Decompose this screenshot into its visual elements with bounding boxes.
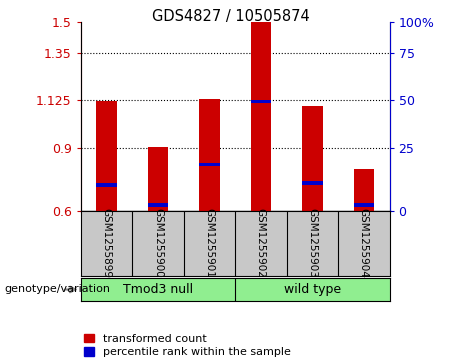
Bar [354,203,374,207]
Text: Tmod3 null: Tmod3 null [123,283,193,296]
Bar [302,106,323,211]
Bar [250,99,271,103]
Legend: transformed count, percentile rank within the sample: transformed count, percentile rank withi… [84,334,291,358]
Bar [96,102,117,211]
Bar [148,147,168,211]
Bar [148,203,168,207]
Text: GSM1255904: GSM1255904 [359,208,369,278]
Bar [354,168,374,211]
Bar [199,163,220,166]
Text: GSM1255900: GSM1255900 [153,208,163,278]
Text: GDS4827 / 10505874: GDS4827 / 10505874 [152,9,309,24]
Text: GSM1255902: GSM1255902 [256,208,266,278]
Bar [250,22,271,211]
Text: GSM1255903: GSM1255903 [307,208,317,278]
Text: genotype/variation: genotype/variation [5,285,111,294]
Bar [302,182,323,185]
Text: GSM1255899: GSM1255899 [101,208,112,278]
Text: GSM1255901: GSM1255901 [204,208,214,278]
Bar [96,183,117,187]
Bar [199,99,220,211]
Text: wild type: wild type [284,283,341,296]
